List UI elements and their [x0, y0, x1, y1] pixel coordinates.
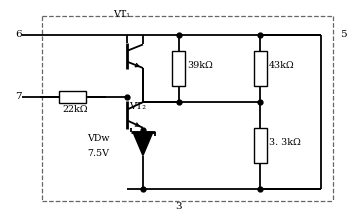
Text: 22kΩ: 22kΩ [62, 105, 88, 114]
Text: 39kΩ: 39kΩ [187, 61, 213, 70]
Text: 7: 7 [15, 92, 22, 101]
Text: 43kΩ: 43kΩ [269, 61, 295, 70]
Bar [59, 91, 86, 103]
Text: 5: 5 [341, 30, 347, 39]
Bar [254, 51, 267, 86]
Text: VT₂: VT₂ [129, 102, 146, 111]
Text: 3: 3 [175, 202, 182, 211]
Bar [172, 51, 185, 86]
Text: 6: 6 [15, 30, 22, 39]
Text: 7.5V: 7.5V [87, 149, 110, 158]
Polygon shape [133, 132, 153, 156]
Text: 3. 3kΩ: 3. 3kΩ [269, 138, 301, 147]
Text: VT₁: VT₁ [113, 10, 130, 19]
Bar [254, 128, 267, 163]
Text: VDᴡ: VDᴡ [87, 134, 110, 143]
